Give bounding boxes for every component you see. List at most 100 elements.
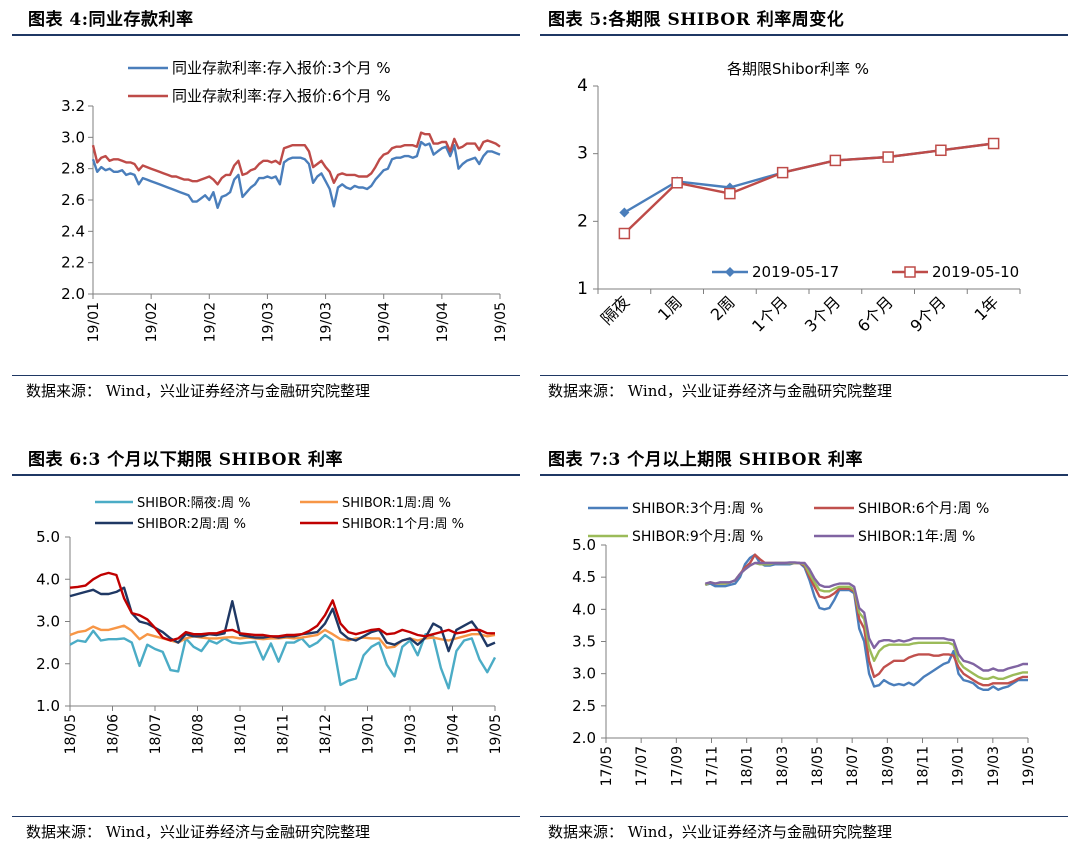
y-tick-label: 4.0: [36, 570, 60, 588]
y-tick-label: 2.4: [61, 222, 85, 240]
x-tick-label: 19/03: [403, 714, 419, 754]
x-category-label: 隔夜: [597, 292, 633, 328]
legend-label: SHIBOR:1年:周 %: [858, 529, 975, 545]
legend-label: 同业存款利率:存入报价:3个月 %: [172, 59, 391, 77]
series-line-2: [69, 586, 496, 653]
legend-label: 2019-05-17: [752, 263, 839, 281]
title-rule-6: [12, 474, 520, 476]
legend-label: SHIBOR:1周:周 %: [342, 496, 451, 511]
source-rule-7: [540, 816, 1068, 817]
x-tick-label: 17/11: [705, 746, 721, 786]
x-tick-label: 18/09: [880, 746, 896, 786]
x-category-label: 9个月: [906, 292, 949, 335]
source-note-7: 数据来源： Wind，兴业证券经济与金融研究院整理: [548, 823, 892, 841]
x-tick-label: 18/07: [148, 714, 164, 754]
data-point-square: [935, 144, 947, 157]
panel-title-5: 图表 5:各期限 SHIBOR 利率周变化: [548, 10, 845, 30]
x-tick-label: 19/05: [488, 714, 504, 754]
x-tick-label: 19/02: [144, 302, 160, 342]
chart-title: 各期限Shibor利率 %: [727, 60, 869, 78]
series-line-1: [623, 142, 994, 235]
y-tick-label: 3.0: [61, 128, 85, 146]
y-tick-label: 2.8: [61, 160, 85, 178]
title-rule-7: [540, 474, 1068, 476]
source-note-6: 数据来源： Wind，兴业证券经济与金融研究院整理: [26, 823, 370, 841]
panel-title-6: 图表 6:3 个月以下期限 SHIBOR 利率: [28, 450, 344, 470]
legend-label: 2019-05-10: [932, 263, 1019, 281]
x-tick-label: 19/04: [435, 302, 451, 342]
x-tick-label: 17/07: [634, 746, 650, 786]
x-tick-label: 18/11: [916, 746, 932, 786]
x-tick-label: 18/06: [106, 714, 122, 754]
legend-label: 同业存款利率:存入报价:6个月 %: [172, 87, 391, 105]
x-tick-label: 18/05: [63, 714, 79, 754]
data-point-square: [618, 227, 631, 240]
y-tick-label: 2.5: [572, 697, 596, 715]
source-note-4: 数据来源： Wind，兴业证券经济与金融研究院整理: [26, 382, 370, 400]
legend-label: SHIBOR:9个月:周 %: [632, 529, 763, 545]
y-tick-label: 4: [577, 76, 588, 96]
x-category-label: 6个月: [854, 292, 897, 335]
data-point-square: [724, 187, 736, 200]
y-tick-label: 2.6: [61, 191, 85, 209]
x-tick-label: 19/01: [361, 714, 377, 754]
series-line-1: [91, 131, 501, 186]
x-category-label: 2周: [707, 292, 739, 324]
legend-label: SHIBOR:1个月:周 %: [342, 517, 464, 532]
x-category-label: 3个月: [801, 292, 844, 335]
legend-marker-square: [904, 266, 916, 278]
y-tick-label: 4.0: [572, 600, 596, 618]
x-tick-label: 18/05: [810, 746, 826, 786]
x-tick-label: 19/02: [202, 302, 218, 342]
x-tick-label: 19/04: [377, 302, 393, 342]
x-category-label: 1个月: [748, 292, 791, 335]
x-tick-label: 18/10: [233, 714, 249, 754]
panel-title-4: 图表 4:同业存款利率: [28, 10, 194, 30]
y-tick-label: 2: [577, 211, 588, 231]
series-line-0: [704, 553, 1028, 691]
legend-marker-diamond: [725, 267, 735, 277]
x-category-label: 1年: [971, 292, 1003, 324]
x-tick-label: 18/03: [775, 746, 791, 786]
x-tick-label: 18/01: [740, 746, 756, 786]
data-point-square: [882, 151, 894, 163]
series-line-0: [91, 140, 501, 209]
x-tick-label: 19/01: [951, 746, 967, 786]
data-point-square: [671, 177, 683, 189]
y-tick-label: 2.0: [36, 655, 60, 673]
chart-interbank-deposit-rate: 2.0 2.2 2.4 2.6 2.8 3.0 3.2 19/01 19/02 19/02 19/0…: [61, 59, 509, 342]
x-tick-label: 17/09: [669, 746, 685, 786]
title-rule-4: [12, 34, 520, 36]
y-tick-label: 1.0: [36, 697, 60, 715]
y-tick-label: 3.2: [61, 97, 85, 115]
x-category-label: 1周: [654, 292, 686, 324]
y-tick-label: 3.0: [572, 665, 596, 683]
x-tick-label: 19/03: [260, 302, 276, 342]
series-line-3: [69, 571, 495, 642]
x-tick-label: 19/05: [493, 302, 509, 342]
legend-label: SHIBOR:3个月:周 %: [632, 501, 763, 517]
y-tick-label: 3: [577, 144, 588, 164]
x-tick-label: 17/05: [599, 746, 615, 786]
title-rule-5: [540, 34, 1068, 36]
panel-title-7: 图表 7:3 个月以上期限 SHIBOR 利率: [548, 450, 864, 470]
data-point-square: [776, 166, 789, 179]
y-tick-label: 5.0: [572, 536, 596, 554]
source-rule-4: [12, 375, 520, 376]
source-rule-6: [12, 816, 520, 817]
x-tick-label: 19/03: [986, 746, 1002, 786]
y-tick-label: 3.0: [36, 613, 60, 631]
source-rule-5: [540, 375, 1068, 376]
data-point-diamond: [619, 207, 630, 218]
y-tick-label: 2.0: [61, 285, 85, 303]
chart-shibor-long-term: 2.0 2.5 3.0 3.5 4.0 4.5 5.0 17/05 17/07 17/09 17/1…: [572, 501, 1037, 786]
legend-label: SHIBOR:6个月:周 %: [858, 501, 989, 517]
source-note-5: 数据来源： Wind，兴业证券经济与金融研究院整理: [548, 382, 892, 400]
x-tick-label: 19/04: [446, 714, 462, 754]
legend-label: SHIBOR:2周:周 %: [137, 517, 246, 532]
x-tick-label: 19/05: [1021, 746, 1037, 786]
series-line-0: [69, 629, 497, 690]
data-point-square: [987, 137, 1000, 150]
chart-shibor-weekly-change: 各期限Shibor利率 % 1 2 3 4 隔夜 1周 2周 1个月 3个月 6个月 9个月 1年 201…: [577, 60, 1021, 336]
chart-shibor-short-term: 1.0 2.0 3.0 4.0 5.0 18/05 18/06 18/07 18/08 18/10…: [36, 496, 504, 754]
